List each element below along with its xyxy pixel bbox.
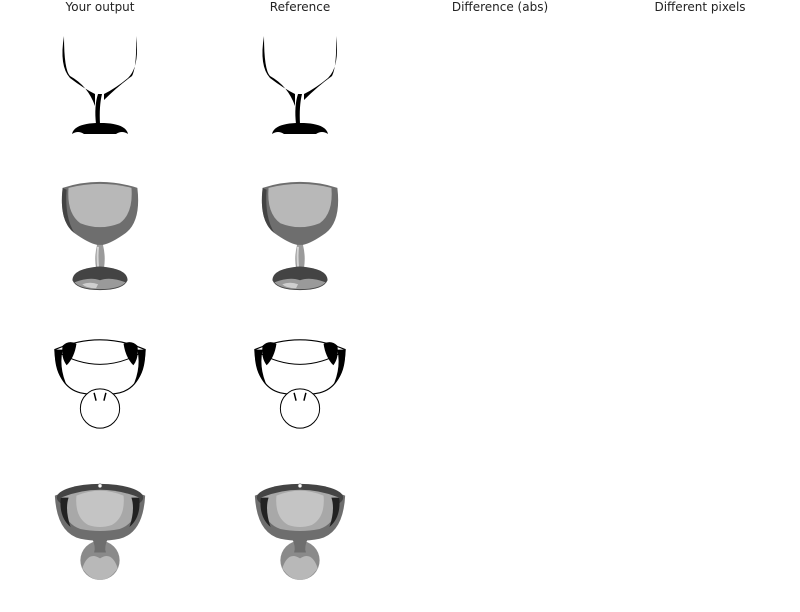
column-header-difference: Difference (abs) <box>451 0 549 14</box>
reference-render-shaded-side <box>250 178 350 291</box>
goblet-shaded-top-icon <box>254 483 346 581</box>
reference-render-outline-top <box>250 328 350 438</box>
output-render-shaded-side <box>50 178 150 291</box>
goblet-silhouette-icon <box>262 31 337 134</box>
output-render-silhouette <box>50 26 150 136</box>
goblet-shaded-top-icon <box>54 483 146 581</box>
goblet-outline-icon <box>254 339 346 429</box>
goblet-shaded-icon <box>261 181 339 291</box>
reference-render-shaded-top <box>250 474 350 584</box>
column-header-pixels: Different pixels <box>654 0 746 14</box>
column-header-output: Your output <box>65 0 135 14</box>
different-pixels-column-empty <box>600 20 800 600</box>
goblet-silhouette-icon <box>62 31 137 134</box>
output-render-outline-top <box>50 328 150 438</box>
goblet-shaded-icon <box>61 181 139 291</box>
column-header-reference: Reference <box>269 0 331 14</box>
output-render-shaded-top <box>50 474 150 584</box>
difference-column-empty <box>400 20 600 600</box>
goblet-outline-icon <box>54 339 146 429</box>
reference-render-silhouette <box>250 26 350 136</box>
